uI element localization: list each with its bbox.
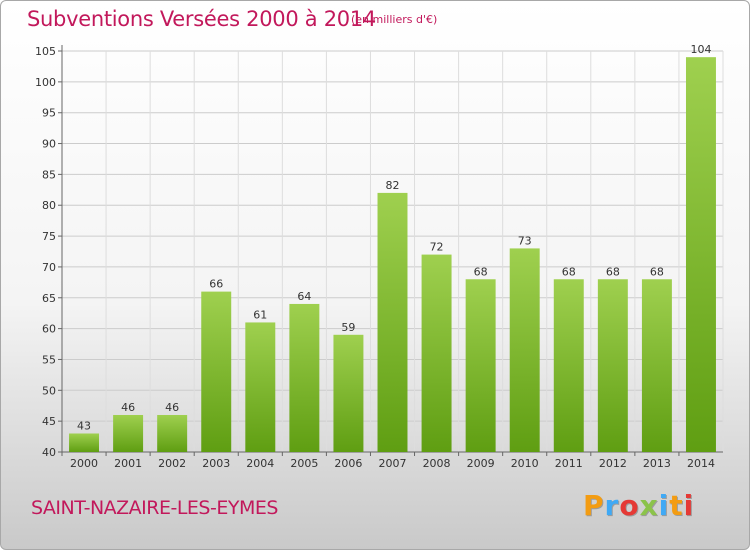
x-tick-label: 2004 <box>246 457 274 470</box>
bar-value-label: 46 <box>121 401 135 414</box>
y-tick-label: 80 <box>42 199 56 212</box>
y-tick-label: 95 <box>42 107 56 120</box>
bar-value-label: 104 <box>690 43 711 56</box>
bar-value-label: 43 <box>77 419 91 432</box>
y-tick-label: 55 <box>42 353 56 366</box>
logo-letter: t <box>669 489 684 522</box>
bar-value-label: 66 <box>209 278 223 291</box>
bar-value-label: 68 <box>562 265 576 278</box>
bar-value-label: 72 <box>430 241 444 254</box>
logo-letter: i <box>658 489 670 522</box>
x-tick-label: 2011 <box>555 457 583 470</box>
bar <box>245 322 276 452</box>
y-tick-label: 45 <box>42 415 56 428</box>
bar-value-label: 73 <box>518 234 532 247</box>
bar <box>201 291 232 452</box>
bar <box>377 192 408 452</box>
bar-value-label: 68 <box>606 265 620 278</box>
x-tick-label: 2009 <box>467 457 495 470</box>
bar <box>157 414 188 452</box>
bar <box>553 279 584 452</box>
bar-value-label: 59 <box>341 321 355 334</box>
bar <box>465 279 496 452</box>
y-tick-label: 90 <box>42 138 56 151</box>
bar-value-label: 82 <box>386 179 400 192</box>
x-tick-label: 2006 <box>334 457 362 470</box>
bars <box>69 57 716 453</box>
bar-value-label: 68 <box>474 265 488 278</box>
x-tick-label: 2010 <box>511 457 539 470</box>
logo-letter: P <box>583 489 605 522</box>
y-tick-label: 60 <box>42 323 56 336</box>
town-name: SAINT-NAZAIRE-LES-EYMES <box>31 497 278 519</box>
bar-value-label: 64 <box>297 290 311 303</box>
x-tick-label: 2002 <box>158 457 186 470</box>
logo-letter: x <box>639 489 659 522</box>
x-tick-label: 2003 <box>202 457 230 470</box>
labels: 40 45 50 55 60 65 70 75 80 85 90 95 100 105 43 2000 46 20… <box>35 43 715 470</box>
bar-value-label: 61 <box>253 308 267 321</box>
logo-letter: o <box>619 489 640 522</box>
x-tick-label: 2007 <box>379 457 407 470</box>
bar <box>509 248 540 452</box>
bar <box>641 279 672 452</box>
x-tick-label: 2008 <box>423 457 451 470</box>
x-tick-label: 2012 <box>599 457 627 470</box>
y-tick-label: 85 <box>42 168 56 181</box>
y-tick-label: 40 <box>42 446 56 459</box>
chart-subtitle: (en milliers d'€) <box>351 13 438 26</box>
bar <box>333 334 364 452</box>
bar-value-label: 46 <box>165 401 179 414</box>
bar <box>113 414 144 452</box>
x-tick-label: 2014 <box>687 457 715 470</box>
logo-letter: r <box>604 489 620 522</box>
chart-title: Subventions Versées 2000 à 2014 <box>27 7 376 31</box>
logo-letter: i <box>683 489 695 522</box>
bar <box>421 254 452 452</box>
bar <box>69 433 100 452</box>
bar <box>289 303 320 452</box>
y-tick-label: 75 <box>42 230 56 243</box>
y-tick-label: 70 <box>42 261 56 274</box>
bar <box>685 57 716 453</box>
x-tick-label: 2000 <box>70 457 98 470</box>
bar <box>597 279 628 452</box>
x-tick-label: 2001 <box>114 457 142 470</box>
x-tick-label: 2013 <box>643 457 671 470</box>
proxiti-logo[interactable]: Proxiti <box>583 489 694 522</box>
y-tick-label: 50 <box>42 384 56 397</box>
y-tick-label: 105 <box>35 45 56 58</box>
y-tick-label: 65 <box>42 292 56 305</box>
y-tick-label: 100 <box>35 76 56 89</box>
bar-value-label: 68 <box>650 265 664 278</box>
x-tick-label: 2005 <box>290 457 318 470</box>
